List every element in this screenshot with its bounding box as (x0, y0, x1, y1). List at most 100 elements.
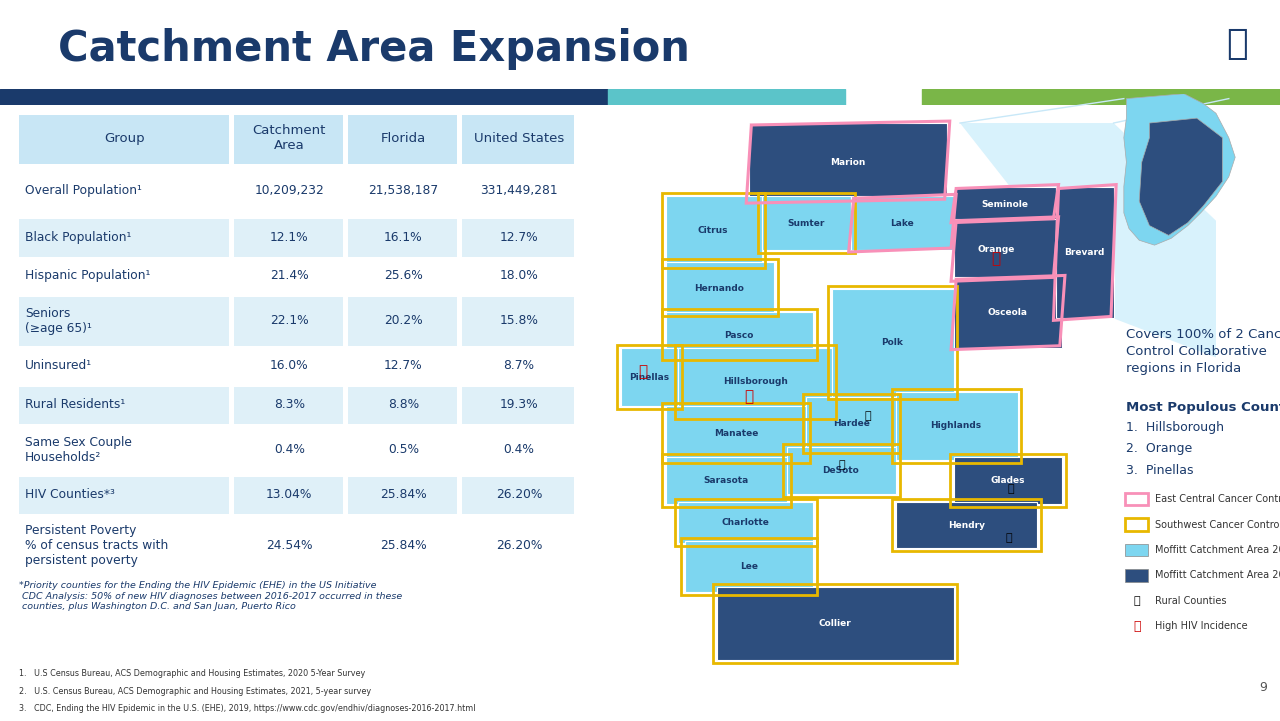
Text: 2.  Orange: 2. Orange (1126, 443, 1193, 456)
Text: 26.20%: 26.20% (495, 488, 543, 501)
Text: 3.  Pinellas: 3. Pinellas (1126, 464, 1194, 477)
Bar (1125, 518, 1148, 531)
Text: Pinellas: Pinellas (628, 373, 669, 381)
Bar (233, 258, 343, 296)
Text: Polk: Polk (881, 338, 904, 348)
Text: Catchment
Area: Catchment Area (252, 124, 326, 152)
Text: 3.   CDC, Ending the HIV Epidemic in the U.S. (EHE), 2019, https://www.cdc.gov/e: 3. CDC, Ending the HIV Epidemic in the U… (19, 704, 476, 713)
Text: Southwest Cancer Control Collaborative Region: Southwest Cancer Control Collaborative R… (1155, 520, 1280, 529)
Polygon shape (1139, 118, 1222, 235)
Text: 0.4%: 0.4% (274, 443, 305, 456)
Bar (462, 426, 573, 475)
Bar (462, 219, 573, 257)
Polygon shape (1056, 187, 1114, 319)
Text: High HIV Incidence: High HIV Incidence (1155, 621, 1247, 631)
Polygon shape (896, 392, 1018, 460)
Text: Moffitt Catchment Area 2022-present: Moffitt Catchment Area 2022-present (1155, 570, 1280, 580)
Text: 25.84%: 25.84% (380, 539, 426, 552)
Polygon shape (749, 123, 947, 201)
Bar (462, 297, 573, 346)
Text: 20.2%: 20.2% (384, 314, 422, 327)
Bar (19, 348, 229, 385)
Text: Group: Group (105, 132, 146, 145)
Bar (19, 115, 229, 164)
Bar (348, 165, 457, 218)
Bar (19, 297, 229, 346)
Text: Hillsborough: Hillsborough (723, 377, 787, 386)
Text: 21.4%: 21.4% (270, 270, 308, 283)
Text: 🎗: 🎗 (744, 389, 754, 404)
Bar (348, 219, 457, 257)
Text: Overall Population¹: Overall Population¹ (24, 185, 142, 198)
Text: 🌾: 🌾 (1005, 534, 1012, 543)
Text: East Central Cancer Control Collaborative Region: East Central Cancer Control Collaborativ… (1155, 494, 1280, 504)
Text: 331,449,281: 331,449,281 (480, 185, 558, 198)
Bar (348, 387, 457, 424)
Polygon shape (960, 123, 1216, 358)
Bar (19, 426, 229, 475)
Text: 1.  Hillsborough: 1. Hillsborough (1126, 421, 1225, 434)
Text: Sumter: Sumter (787, 219, 826, 228)
Bar (1125, 492, 1148, 505)
Bar (19, 219, 229, 257)
Bar (1125, 569, 1148, 582)
Bar (233, 516, 343, 577)
Bar (233, 477, 343, 514)
Text: Highlands: Highlands (931, 421, 982, 430)
Bar (462, 258, 573, 296)
Text: 12.7%: 12.7% (499, 231, 539, 244)
Bar (462, 115, 573, 164)
Text: 24.54%: 24.54% (266, 539, 312, 552)
Bar (348, 115, 457, 164)
Text: Hendry: Hendry (948, 521, 984, 530)
Bar (348, 477, 457, 514)
Polygon shape (717, 587, 954, 660)
Text: 🌾: 🌾 (838, 460, 846, 470)
Text: Marion: Marion (829, 158, 865, 167)
Bar (462, 387, 573, 424)
Bar (233, 348, 343, 385)
Text: Charlotte: Charlotte (721, 518, 769, 527)
Polygon shape (954, 457, 1062, 504)
Text: Most Populous Counties:: Most Populous Counties: (1126, 402, 1280, 415)
Bar (462, 477, 573, 514)
Text: 12.7%: 12.7% (384, 359, 422, 372)
Text: Hardee: Hardee (833, 420, 869, 428)
Text: Sarasota: Sarasota (703, 476, 749, 485)
Polygon shape (896, 502, 1037, 548)
Text: 8.3%: 8.3% (274, 398, 305, 411)
Polygon shape (832, 289, 954, 397)
Text: Black Population¹: Black Population¹ (24, 231, 131, 244)
Text: *Priority counties for the Ending the HIV Epidemic (EHE) in the US Initiative
 C: *Priority counties for the Ending the HI… (19, 581, 402, 611)
Text: 8.7%: 8.7% (503, 359, 535, 372)
Bar (348, 297, 457, 346)
Text: DeSoto: DeSoto (823, 466, 859, 475)
Text: Brevard: Brevard (1064, 249, 1105, 257)
Polygon shape (666, 311, 813, 358)
Text: Orange: Orange (977, 244, 1015, 254)
Polygon shape (678, 502, 813, 543)
Bar (19, 258, 229, 296)
Text: 2.   U.S. Census Bureau, ACS Demographic and Housing Estimates, 2021, 5-year sur: 2. U.S. Census Bureau, ACS Demographic a… (19, 686, 371, 696)
Text: 19.3%: 19.3% (499, 398, 539, 411)
Text: 9: 9 (1260, 681, 1267, 694)
Text: Rural Residents¹: Rural Residents¹ (24, 398, 125, 411)
Bar (233, 165, 343, 218)
Text: Osceola: Osceola (987, 308, 1028, 317)
Text: 🎗: 🎗 (637, 365, 648, 380)
Text: 18.0%: 18.0% (499, 270, 539, 283)
Text: Moffitt Catchment Area 2016 -2021: Moffitt Catchment Area 2016 -2021 (1155, 545, 1280, 555)
Text: Seminole: Seminole (982, 200, 1028, 208)
Bar (922, 89, 1280, 105)
Polygon shape (954, 187, 1056, 221)
Polygon shape (666, 196, 762, 265)
Text: 16.0%: 16.0% (270, 359, 308, 372)
Bar (19, 516, 229, 577)
Polygon shape (1124, 94, 1235, 245)
Text: 12.1%: 12.1% (270, 231, 308, 244)
Text: 15.8%: 15.8% (499, 314, 539, 327)
Bar (462, 348, 573, 385)
Bar (233, 219, 343, 257)
Bar (348, 348, 457, 385)
Bar (19, 165, 229, 218)
